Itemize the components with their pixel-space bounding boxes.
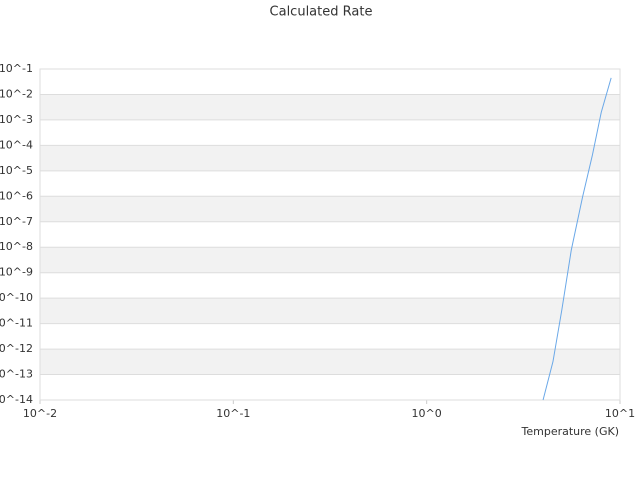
- x-tick-label: 10^-2: [23, 407, 57, 420]
- y-tick-label: 10^-10: [0, 291, 33, 304]
- grid-band: [40, 247, 620, 273]
- data-line: [542, 77, 612, 401]
- y-tick-label: 10^-1: [0, 62, 33, 75]
- y-tick-label: 10^-3: [0, 113, 33, 126]
- grid-band: [40, 298, 620, 324]
- x-tick-label: 10^-1: [216, 407, 250, 420]
- y-tick-label: 10^-8: [0, 240, 33, 253]
- y-tick-label: 10^-14: [0, 393, 33, 406]
- grid-band: [40, 349, 620, 375]
- grid-band: [40, 94, 620, 120]
- y-tick-label: 10^-9: [0, 266, 33, 279]
- chart-title: Calculated Rate: [270, 5, 373, 20]
- x-axis-label: Temperature (GK): [521, 425, 620, 438]
- x-tick-label: 10^1: [605, 407, 635, 420]
- plot-frame: [39, 68, 621, 401]
- x-tick-label: 10^0: [412, 407, 442, 420]
- y-tick-label: 10^-4: [0, 138, 33, 151]
- y-tick-label: 10^-6: [0, 189, 33, 202]
- y-tick-label: 10^-2: [0, 87, 33, 100]
- grid-band: [40, 145, 620, 171]
- y-tick-label: 10^-12: [0, 342, 33, 355]
- y-tick-label: 10^-13: [0, 368, 33, 381]
- grid-band: [40, 196, 620, 222]
- y-tick-label: 10^-11: [0, 317, 33, 330]
- y-tick-label: 10^-7: [0, 215, 33, 228]
- y-tick-label: 10^-5: [0, 164, 33, 177]
